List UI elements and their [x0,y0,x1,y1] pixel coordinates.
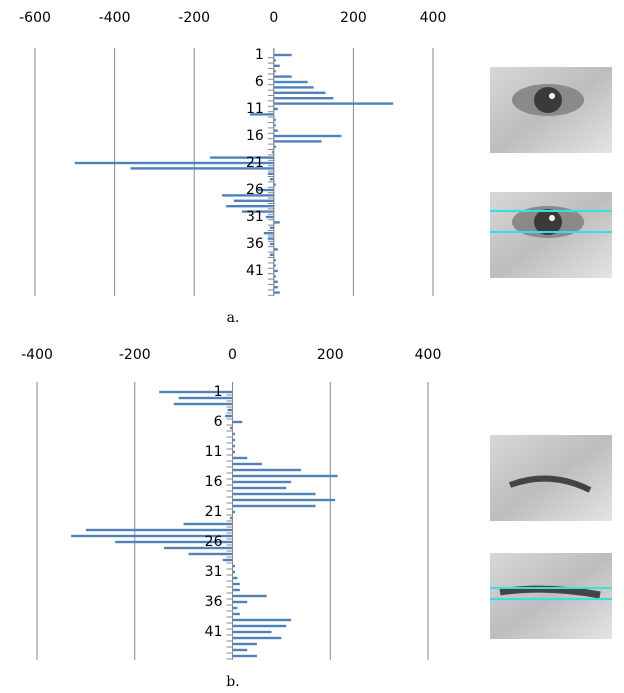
bar [233,457,248,459]
bar [264,232,274,234]
bar [233,583,240,585]
bar [225,415,232,417]
x-tick-label: -200 [178,10,210,26]
bar [233,601,248,603]
bar [233,577,238,579]
bar [274,86,314,88]
y-tick-label: 1 [255,47,264,63]
caption: a. [227,310,240,326]
bar [233,421,243,423]
bar [274,221,280,223]
bar [210,156,274,158]
bar [228,409,233,411]
bar [226,205,274,207]
y-tick-label: 41 [205,624,223,640]
bar [233,655,257,657]
bar [75,162,274,164]
figure: a. b. -600-400-2000200400161116212631364… [0,0,624,693]
eye-image-open-marked [490,192,612,278]
bar [233,487,287,489]
caption: b. [226,674,239,690]
bar [274,140,322,142]
bar [270,243,274,245]
bar [266,216,274,218]
bar [233,631,272,633]
y-tick-label: 6 [255,74,264,90]
bar [233,607,238,609]
bar [233,613,240,615]
x-tick-label: -400 [21,347,53,363]
bar [274,75,292,77]
x-tick-label: -200 [119,347,151,363]
bar [233,643,257,645]
x-tick-label: -400 [99,10,131,26]
bar [233,463,262,465]
x-tick-label: 200 [340,10,367,26]
bar [274,291,280,293]
bar [274,92,326,94]
bar [268,237,274,239]
y-tick-label: 31 [246,209,264,225]
bar [86,529,233,531]
y-tick-label: 16 [205,474,223,490]
bar [222,194,274,196]
bar [233,499,336,501]
bar [164,547,232,549]
bar [274,81,308,83]
y-tick-label: 16 [246,128,264,144]
y-tick-label: 36 [205,594,223,610]
bar [233,649,248,651]
y-tick-label: 36 [246,236,264,252]
y-tick-label: 11 [205,444,223,460]
bar [268,173,274,175]
x-tick-label: 400 [420,10,447,26]
bar [274,135,342,137]
bar [274,108,278,110]
bar [233,637,282,639]
bar [233,493,316,495]
eye-image-closed [490,435,612,521]
y-tick-label: 6 [214,414,223,430]
y-tick-label: 21 [205,504,223,520]
bar [274,54,292,56]
bar [233,625,287,627]
y-tick-label: 31 [205,564,223,580]
bar [274,281,278,283]
bar [233,469,301,471]
bar [233,595,267,597]
bar [274,270,278,272]
bar [223,559,233,561]
bar [189,553,233,555]
bar [234,200,274,202]
eye-image-open [490,67,612,153]
bar [233,505,316,507]
bar [274,248,278,250]
bar [274,286,278,288]
eye-image-closed-marked [490,553,612,639]
bar [270,254,274,256]
y-tick-label: 41 [246,263,264,279]
bar [184,523,233,525]
x-tick-label: 0 [228,347,237,363]
bar [233,481,292,483]
x-tick-label: -600 [19,10,51,26]
bar [270,178,274,180]
bar [233,475,338,477]
bar [179,397,233,399]
bar [274,102,393,104]
bar [274,129,278,131]
bar [274,65,280,67]
x-tick-label: 0 [269,10,278,26]
bar [250,113,274,115]
bar [233,619,292,621]
x-tick-label: 400 [415,347,442,363]
bar [174,403,233,405]
bar [270,227,274,229]
bar [131,167,274,169]
x-tick-label: 200 [317,347,344,363]
bar [233,589,240,591]
bar [274,97,334,99]
